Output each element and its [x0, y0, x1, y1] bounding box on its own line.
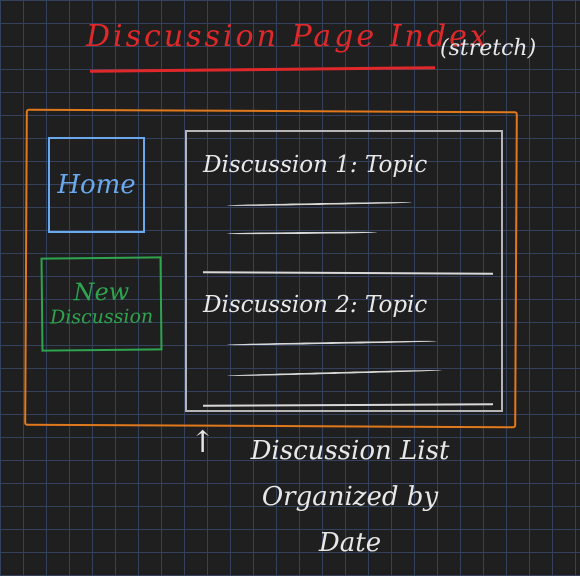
discussion-list: Discussion 1: Topic Discussion 2: Topic [185, 130, 503, 412]
home-button-label: Home [57, 170, 136, 200]
title-underline [89, 66, 436, 73]
discussion-2-preview-line-2 [227, 369, 442, 377]
discussion-2-preview-line-1 [226, 340, 438, 346]
annotation-line-3: Date [318, 528, 382, 558]
new-discussion-button[interactable]: New Discussion [40, 256, 163, 352]
annotation-line-1: Discussion List [250, 436, 450, 466]
annotation-note: Discussion List Organized by Date [240, 438, 460, 576]
discussion-2-title[interactable]: Discussion 2: Topic [203, 292, 428, 318]
discussion-1-preview-line-2 [226, 231, 378, 235]
discussion-1-preview-line-1 [226, 201, 413, 207]
discussion-divider-bottom [202, 403, 494, 407]
discussion-1-title[interactable]: Discussion 1: Topic [203, 152, 428, 178]
stretch-note: (stretch) [440, 36, 537, 61]
new-discussion-label-line2: Discussion [49, 305, 154, 329]
arrow-up-icon: ↑ [190, 425, 216, 460]
annotation-line-2: Organized by [261, 482, 439, 512]
discussion-divider [202, 271, 494, 275]
home-button[interactable]: Home [48, 137, 145, 233]
page-title: Discussion Page Index [86, 19, 490, 54]
new-discussion-label-line1: New [73, 278, 130, 307]
